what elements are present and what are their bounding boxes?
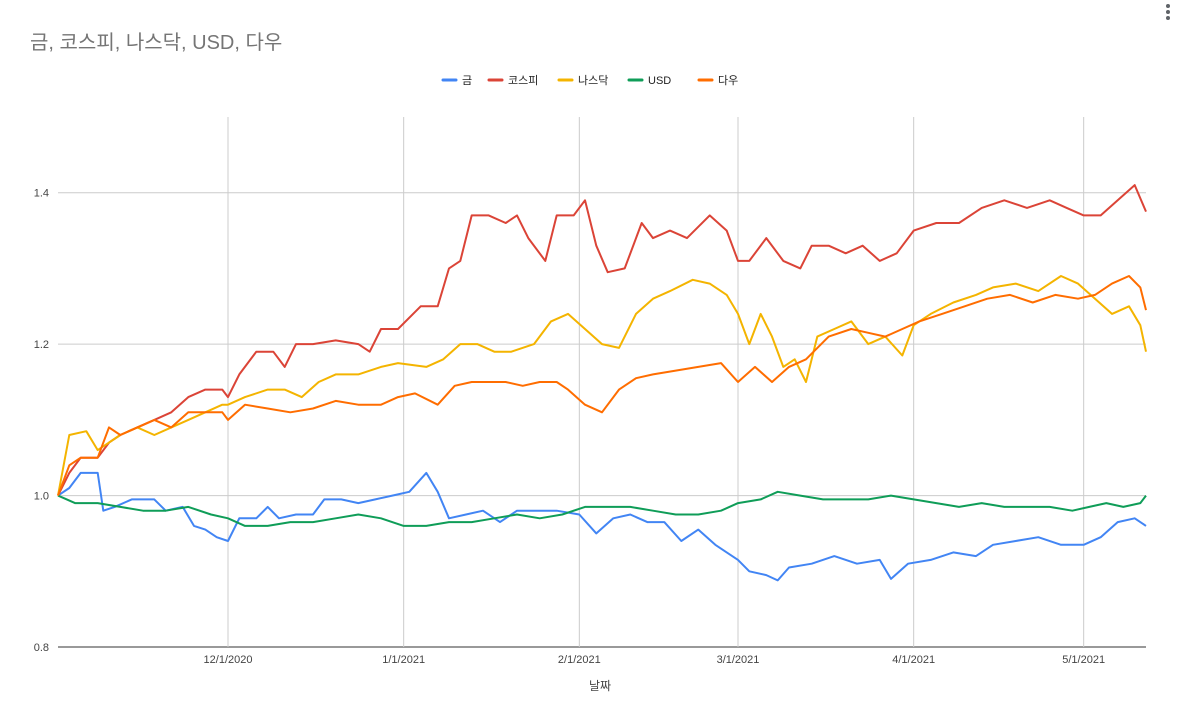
axes: 0.8 1.0 1.2 1.4 12/1/2020 1/1/2021 2/1/2021 3/1… bbox=[34, 188, 1105, 666]
series-line bbox=[57, 471, 1147, 582]
legend-item: 코스피 bbox=[487, 74, 538, 87]
legend-label: 나스닥 bbox=[578, 74, 608, 87]
legend-label: 코스피 bbox=[508, 74, 538, 87]
series-line bbox=[57, 275, 1147, 496]
legend-item: 다우 bbox=[697, 74, 738, 87]
x-tick-label: 1/1/2021 bbox=[382, 654, 425, 666]
x-tick-label: 4/1/2021 bbox=[892, 654, 935, 666]
series-line bbox=[57, 490, 1147, 527]
x-tick-label: 2/1/2021 bbox=[558, 654, 601, 666]
legend-label: 다우 bbox=[718, 74, 738, 87]
x-axis-label: 날짜 bbox=[589, 679, 611, 693]
legend-label: USD bbox=[648, 75, 671, 87]
legend-item: 나스닥 bbox=[557, 74, 608, 87]
x-tick-label: 12/1/2020 bbox=[204, 654, 253, 666]
series-line bbox=[57, 275, 1147, 496]
legend: 금 코스피 나스닥 USD 다우 bbox=[441, 74, 738, 87]
x-tick-label: 3/1/2021 bbox=[717, 654, 760, 666]
series-lines bbox=[57, 184, 1147, 582]
legend-label: 금 bbox=[462, 75, 472, 87]
grid bbox=[58, 117, 1146, 648]
y-tick-label: 1.0 bbox=[34, 491, 49, 503]
y-tick-label: 1.2 bbox=[34, 339, 49, 351]
legend-item: USD bbox=[627, 75, 671, 87]
y-tick-label: 1.4 bbox=[34, 188, 49, 200]
series-line bbox=[57, 184, 1147, 497]
x-tick-label: 5/1/2021 bbox=[1062, 654, 1105, 666]
more-options-icon[interactable] bbox=[1160, 2, 1176, 22]
chart-title: 금, 코스피, 나스닥, USD, 다우 bbox=[30, 32, 283, 54]
legend-item: 금 bbox=[441, 75, 472, 87]
y-tick-label: 0.8 bbox=[34, 642, 49, 654]
